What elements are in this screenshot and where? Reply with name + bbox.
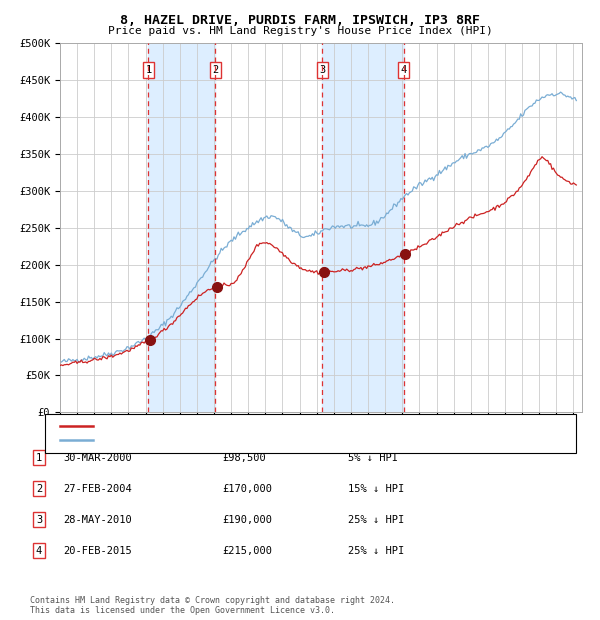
Bar xyxy=(148,43,215,412)
Text: 30-MAR-2000: 30-MAR-2000 xyxy=(63,453,132,463)
Text: 5% ↓ HPI: 5% ↓ HPI xyxy=(348,453,398,463)
Bar xyxy=(322,43,404,412)
Text: £170,000: £170,000 xyxy=(222,484,272,494)
Text: £190,000: £190,000 xyxy=(222,515,272,525)
Text: 1: 1 xyxy=(36,453,42,463)
Text: 4: 4 xyxy=(401,65,407,75)
Text: Price paid vs. HM Land Registry's House Price Index (HPI): Price paid vs. HM Land Registry's House … xyxy=(107,26,493,36)
Text: 2: 2 xyxy=(36,484,42,494)
Text: 4: 4 xyxy=(36,546,42,556)
Text: 2: 2 xyxy=(212,65,218,75)
Text: HPI: Average price, detached house, East Suffolk: HPI: Average price, detached house, East… xyxy=(97,436,373,445)
Text: 25% ↓ HPI: 25% ↓ HPI xyxy=(348,515,404,525)
Text: 3: 3 xyxy=(319,65,326,75)
Text: 8, HAZEL DRIVE, PURDIS FARM, IPSWICH, IP3 8RF: 8, HAZEL DRIVE, PURDIS FARM, IPSWICH, IP… xyxy=(120,14,480,27)
Text: 20-FEB-2015: 20-FEB-2015 xyxy=(63,546,132,556)
Text: 3: 3 xyxy=(36,515,42,525)
Text: £215,000: £215,000 xyxy=(222,546,272,556)
Text: 8, HAZEL DRIVE, PURDIS FARM, IPSWICH, IP3 8RF (detached house): 8, HAZEL DRIVE, PURDIS FARM, IPSWICH, IP… xyxy=(97,422,454,431)
Text: 25% ↓ HPI: 25% ↓ HPI xyxy=(348,546,404,556)
Text: 28-MAY-2010: 28-MAY-2010 xyxy=(63,515,132,525)
Text: £98,500: £98,500 xyxy=(222,453,266,463)
Text: 27-FEB-2004: 27-FEB-2004 xyxy=(63,484,132,494)
Text: 1: 1 xyxy=(145,65,152,75)
Text: 15% ↓ HPI: 15% ↓ HPI xyxy=(348,484,404,494)
Text: Contains HM Land Registry data © Crown copyright and database right 2024.
This d: Contains HM Land Registry data © Crown c… xyxy=(30,596,395,615)
